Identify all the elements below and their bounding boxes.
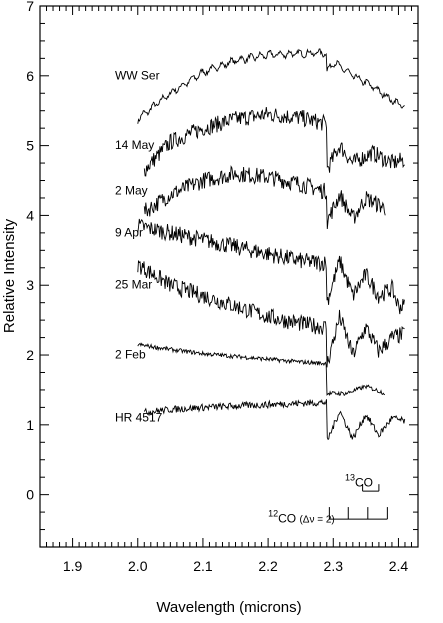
x-tick-label: 2.2 xyxy=(258,558,278,574)
series-label-1: 14 May xyxy=(115,138,154,152)
y-tick-label: 3 xyxy=(26,277,34,293)
spectrum-line-4 xyxy=(137,260,405,368)
y-tick-label: 2 xyxy=(26,347,34,363)
spectrum-line-2 xyxy=(143,165,386,230)
series-label-0: WW Ser xyxy=(115,68,160,82)
y-axis-label: Relative Intensity xyxy=(1,218,18,333)
series-labels: WW Ser 14 May 2 May 9 Apr 25 Mar 2 Feb HR 4517 xyxy=(115,68,163,424)
co-band-markers: 13CO 12CO (Δν = 2) xyxy=(268,472,388,526)
y-tick-label: 1 xyxy=(26,417,34,433)
x-tick-label: 2.4 xyxy=(389,558,409,574)
y-tick-label: 7 xyxy=(26,0,34,14)
x-tick-label: 2.1 xyxy=(193,558,213,574)
x-tick-label: 2.0 xyxy=(128,558,148,574)
y-ticks: 0 1 2 3 4 5 6 7 xyxy=(26,0,418,548)
y-tick-label: 5 xyxy=(26,138,34,154)
x-axis-label: Wavelength (microns) xyxy=(156,599,301,616)
series-label-5: 2 Feb xyxy=(115,348,146,362)
x-tick-label: 1.9 xyxy=(63,558,83,574)
spectrum-line-6 xyxy=(143,398,406,441)
plot-frame xyxy=(39,5,419,548)
spectrum-line-1 xyxy=(143,107,405,177)
series-label-2: 2 May xyxy=(115,183,148,197)
spectrum-line-3 xyxy=(137,218,405,315)
y-tick-label: 4 xyxy=(26,207,34,223)
series-label-4: 25 Mar xyxy=(115,278,152,292)
series-label-6: HR 4517 xyxy=(115,410,163,424)
co13-label: 13CO xyxy=(345,472,373,489)
series-group xyxy=(137,48,406,441)
series-label-3: 9 Apr xyxy=(115,225,143,239)
y-tick-label: 6 xyxy=(26,68,34,84)
x-ticks: 1.9 2.0 2.1 2.2 2.3 2.4 xyxy=(39,6,419,574)
y-tick-label: 0 xyxy=(26,487,34,503)
spectrum-line-5 xyxy=(137,342,386,397)
x-tick-label: 2.3 xyxy=(324,558,344,574)
spectrum-line-0 xyxy=(137,48,405,124)
co12-label: 12CO (Δν = 2) xyxy=(268,509,335,526)
